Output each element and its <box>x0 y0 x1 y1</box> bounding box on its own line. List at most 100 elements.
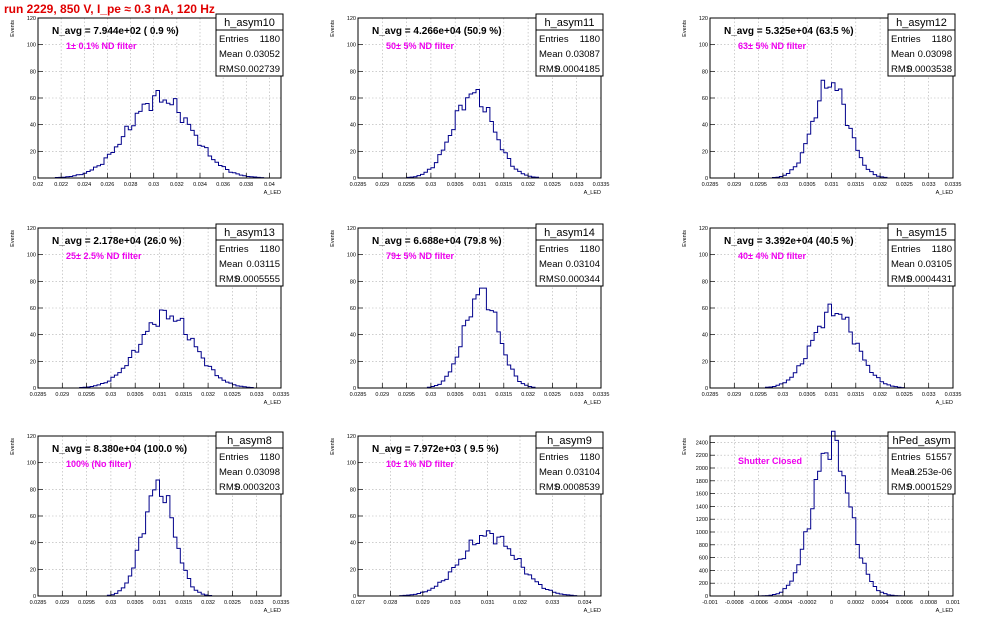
y-tick-label: 1800 <box>696 479 708 485</box>
stats-box-frame <box>535 13 604 77</box>
x-tick-label: 0.0335 <box>273 600 290 606</box>
stats-label: Mean <box>539 259 563 270</box>
y-tick-label: 120 <box>699 16 708 22</box>
y-tick-label: 400 <box>699 568 708 574</box>
x-tick-label: 0.0325 <box>896 182 913 188</box>
x-tick-label: 0.036 <box>216 182 230 188</box>
panel-hPed_asym: -0.001 -0.0008 -0.0006 -0.0004 -0.0002 0 0.000… <box>682 430 960 614</box>
x-tick-label: 0.0325 <box>896 392 913 398</box>
stats-label: Mean <box>219 49 243 60</box>
x-tick-label: 0.0285 <box>30 600 47 606</box>
x-tick-label: 0.032 <box>513 600 527 606</box>
x-tick-label: 0.032 <box>521 182 535 188</box>
x-tick-label: 0.022 <box>54 182 68 188</box>
filter-annotation: 40± 4% ND filter <box>738 251 806 261</box>
y-tick-label: 60 <box>350 514 356 520</box>
x-tick-label: 0.03 <box>426 392 437 398</box>
filter-annotation: Shutter Closed <box>738 456 802 466</box>
stats-value: 0.0001529 <box>907 482 952 493</box>
x-axis-label: A_LED <box>264 608 281 614</box>
x-tick-label: 0.0335 <box>945 392 962 398</box>
y-tick-label: 0 <box>33 386 36 392</box>
stats-label: RMS <box>539 64 560 75</box>
stats-value: 1180 <box>580 244 600 255</box>
x-tick-label: 0.028 <box>124 182 138 188</box>
stats-value: 0.03105 <box>918 259 952 270</box>
y-tick-label: 60 <box>30 96 36 102</box>
x-tick-label: 0.0004 <box>872 600 889 606</box>
y-tick-label: 80 <box>350 279 356 285</box>
x-tick-label: -0.0006 <box>749 600 768 606</box>
stats-label: RMS <box>219 274 240 285</box>
x-tick-label: 0.031 <box>825 392 839 398</box>
y-tick-label: 20 <box>702 149 708 155</box>
stats-value: 1180 <box>932 244 952 255</box>
y-tick-label: 0 <box>705 176 708 182</box>
y-tick-label: 2000 <box>696 466 708 472</box>
x-tick-label: 0.032 <box>873 182 887 188</box>
stats-value: 1180 <box>580 34 600 45</box>
stats-box-frame <box>887 223 956 287</box>
y-tick-label: 80 <box>30 279 36 285</box>
y-axis-label: Events <box>10 438 16 455</box>
x-tick-label: 0.029 <box>727 392 741 398</box>
stats-box: h_asym14 Entries 1180 Mean 0.03104 RMS 0.00034… <box>535 223 604 287</box>
x-axis-label: A_LED <box>936 400 953 406</box>
filter-annotation: 63± 5% ND filter <box>738 41 806 51</box>
stats-value: 1180 <box>260 452 280 463</box>
y-tick-label: 0 <box>33 176 36 182</box>
stats-label: RMS <box>891 64 912 75</box>
x-tick-label: 0.031 <box>473 182 487 188</box>
stats-box: h_asym9 Entries 1180 Mean 0.03104 RMS0.000853… <box>535 431 604 495</box>
y-tick-label: 80 <box>30 69 36 75</box>
x-tick-label: 0.029 <box>375 182 389 188</box>
x-tick-label: 0.0295 <box>78 600 95 606</box>
stats-value: 0.0008539 <box>555 482 600 493</box>
stats-box-frame <box>215 13 284 77</box>
x-tick-label: 0.031 <box>825 182 839 188</box>
x-tick-label: 0.0315 <box>847 182 864 188</box>
x-tick-label: 0.028 <box>384 600 398 606</box>
stats-label: Entries <box>219 244 249 255</box>
y-tick-label: 120 <box>347 16 356 22</box>
x-tick-label: 0.03 <box>778 392 789 398</box>
x-tick-label: 0.03 <box>450 600 461 606</box>
y-tick-label: 60 <box>30 514 36 520</box>
x-tick-label: 0.031 <box>473 392 487 398</box>
filter-annotation: 25± 2.5% ND filter <box>66 251 142 261</box>
x-tick-label: 0.031 <box>153 600 167 606</box>
y-tick-label: 2200 <box>696 453 708 459</box>
y-tick-label: 120 <box>699 226 708 232</box>
y-tick-label: 20 <box>350 149 356 155</box>
stats-box: h_asym13 Entries 1180 Mean 0.03115 RMS0.00055… <box>215 223 284 287</box>
filter-annotation: 1± 0.1% ND filter <box>66 41 137 51</box>
x-tick-label: 0.026 <box>101 182 115 188</box>
y-tick-label: 60 <box>350 96 356 102</box>
stats-label: Mean <box>539 49 563 60</box>
stats-value: 0.03115 <box>246 259 280 270</box>
histogram-name: h_asym12 <box>896 17 947 29</box>
x-tick-label: 0.033 <box>546 600 560 606</box>
y-tick-label: 60 <box>30 306 36 312</box>
y-tick-label: 60 <box>350 306 356 312</box>
histogram-h_asym10 <box>38 90 281 179</box>
x-tick-label: 0.0002 <box>847 600 864 606</box>
stats-value: 0.03087 <box>566 49 600 60</box>
y-tick-label: 20 <box>350 359 356 365</box>
x-tick-label: 0.0305 <box>127 600 144 606</box>
stats-value: 0.03052 <box>246 49 280 60</box>
stats-value: 1180 <box>580 452 600 463</box>
stats-value: 0.03104 <box>566 467 600 478</box>
stats-label: Entries <box>891 34 921 45</box>
stats-value: 0.03098 <box>246 467 280 478</box>
x-tick-label: 0.032 <box>873 392 887 398</box>
x-tick-label: 0.033 <box>570 182 584 188</box>
x-tick-label: 0.0305 <box>447 182 464 188</box>
x-tick-label: 0.0295 <box>750 392 767 398</box>
stats-label: RMS <box>891 482 912 493</box>
stats-box: h_asym8 Entries 1180 Mean 0.03098 RMS0.000320… <box>215 431 284 495</box>
stats-label: Entries <box>219 34 249 45</box>
stats-value: 0.000344 <box>560 274 600 285</box>
x-tick-label: 0.034 <box>578 600 592 606</box>
stats-value: 1180 <box>260 244 280 255</box>
